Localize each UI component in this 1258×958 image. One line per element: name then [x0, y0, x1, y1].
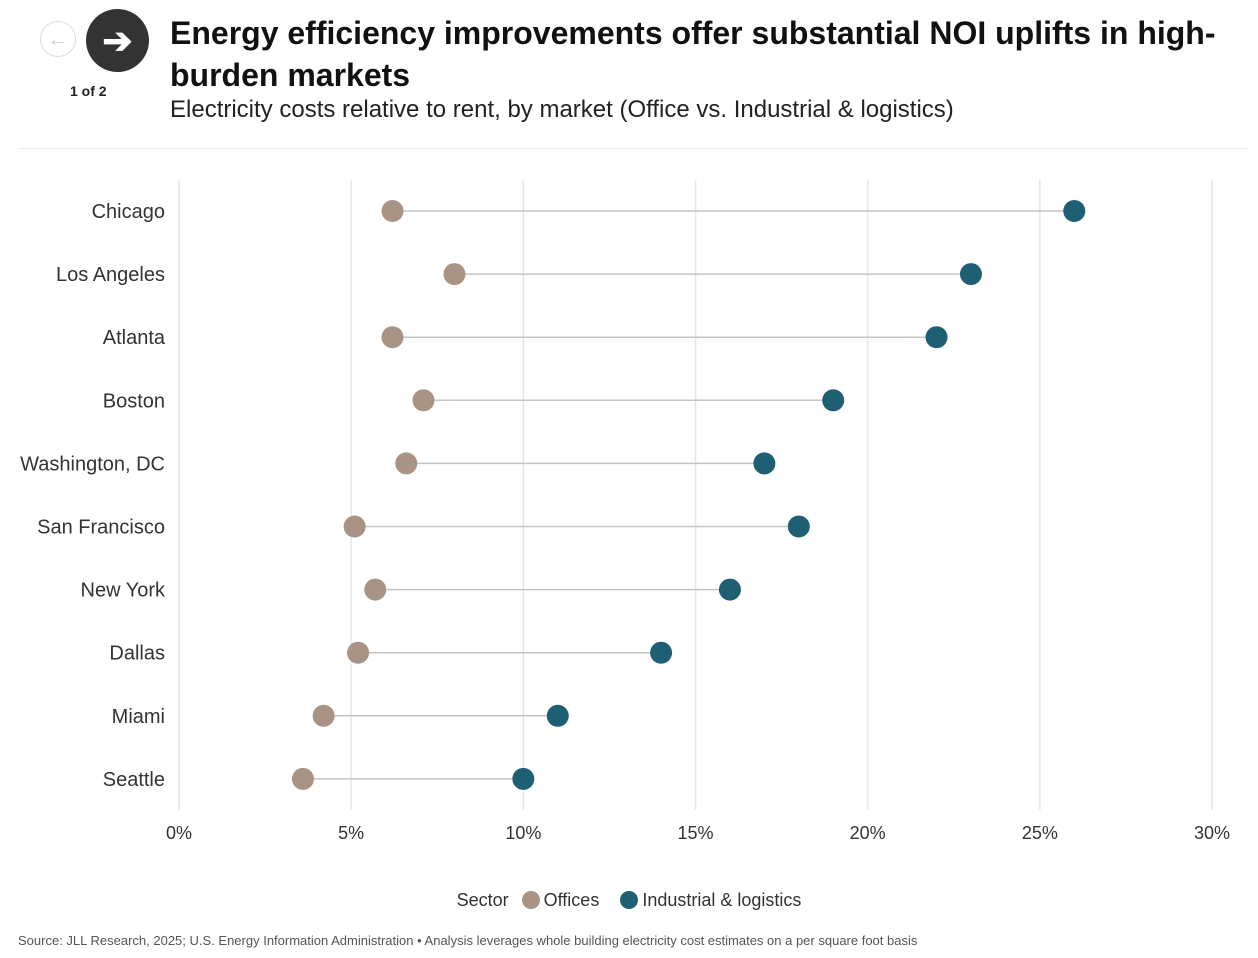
- industrial-point: [512, 767, 535, 790]
- x-tick-label: 10%: [505, 823, 541, 843]
- arrow-left-icon: ←: [47, 26, 69, 51]
- chart-title: Energy efficiency improvements offer sub…: [170, 15, 1216, 93]
- offices-point: [381, 326, 404, 349]
- industrial-point: [753, 452, 776, 475]
- offices-point: [364, 578, 387, 601]
- offices-point: [312, 704, 335, 727]
- x-tick-label: 20%: [850, 823, 886, 843]
- industrial-point: [718, 578, 741, 601]
- category-label: New York: [81, 580, 166, 602]
- legend-title: Sector: [456, 889, 509, 910]
- next-button[interactable]: ➔: [86, 9, 149, 72]
- arrow-right-icon: ➔: [102, 19, 133, 61]
- category-label: Atlanta: [103, 327, 166, 349]
- legend-industrial-label[interactable]: Industrial & logistics: [642, 889, 802, 910]
- industrial-point: [925, 326, 948, 349]
- category-label: Miami: [112, 706, 165, 728]
- x-tick-label: 30%: [1194, 823, 1230, 843]
- offices-point: [381, 200, 404, 222]
- source-note: Source: JLL Research, 2025; U.S. Energy …: [18, 933, 918, 948]
- legend-offices-label[interactable]: Offices: [543, 889, 600, 910]
- offices-point: [347, 641, 370, 664]
- category-label: Seattle: [103, 769, 165, 791]
- offices-point: [412, 389, 435, 412]
- category-label: Los Angeles: [56, 264, 165, 286]
- divider: [18, 148, 1248, 149]
- category-label: San Francisco: [37, 517, 165, 539]
- previous-button[interactable]: ←: [40, 21, 76, 57]
- offices-point: [343, 515, 366, 538]
- chart-subtitle: Electricity costs relative to rent, by m…: [170, 96, 954, 123]
- legend-offices-swatch: [521, 891, 540, 910]
- industrial-point: [546, 704, 569, 727]
- category-label: Chicago: [92, 201, 165, 223]
- offices-point: [395, 452, 418, 475]
- category-label: Dallas: [109, 643, 165, 665]
- offices-point: [443, 263, 466, 286]
- x-tick-label: 0%: [166, 823, 192, 843]
- page-indicator: 1 of 2: [70, 83, 107, 99]
- industrial-point: [787, 515, 810, 538]
- x-tick-label: 5%: [338, 823, 364, 843]
- x-tick-label: 15%: [677, 823, 713, 843]
- dumbbell-chart: 0% 5% 10% 15% 20% 25% 30% Chicago Los Angeles Atl…: [20, 180, 1230, 843]
- category-label: Washington, DC: [20, 453, 165, 475]
- industrial-point: [959, 263, 982, 286]
- industrial-point: [1063, 200, 1086, 222]
- industrial-point: [822, 389, 845, 412]
- category-label: Boston: [103, 390, 165, 412]
- industrial-point: [650, 641, 673, 664]
- x-tick-label: 25%: [1022, 823, 1058, 843]
- offices-point: [291, 767, 314, 790]
- legend-industrial-swatch: [620, 891, 639, 910]
- legend: Sector Offices Industrial & logistics: [0, 889, 1258, 911]
